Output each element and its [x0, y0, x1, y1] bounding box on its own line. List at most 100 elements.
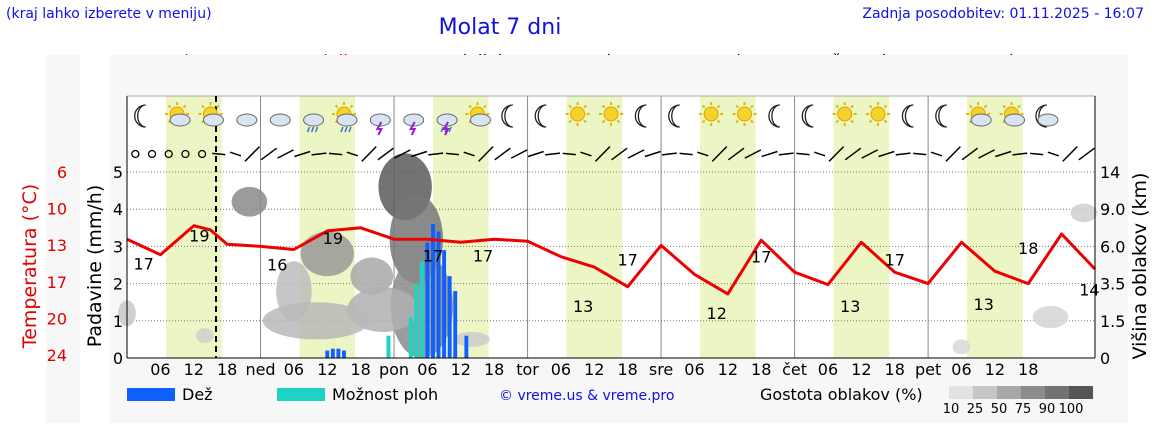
sun-ray: [167, 104, 172, 109]
cloud-height-tick-label: 1.5: [1100, 312, 1125, 331]
wind-barb-icon: [711, 146, 728, 162]
cloud-density-label: 75: [1014, 402, 1032, 417]
sun-ray: [735, 119, 739, 124]
moon-shape: [668, 104, 680, 128]
sun-ray: [750, 119, 754, 124]
rain-drop: [344, 126, 348, 133]
wind-barb-icon: [661, 152, 677, 156]
precip-tick-label: 4: [113, 200, 123, 219]
wind-barb-icon: [562, 152, 576, 156]
cloud-cover-patch: [350, 257, 394, 295]
x-tick-label: 06: [684, 360, 704, 379]
wind-barb-icon: [844, 147, 862, 161]
sun-ray: [983, 104, 988, 109]
sun-ray: [601, 119, 606, 124]
moon-icon: [134, 104, 146, 128]
cloud-cover-patch: [1070, 203, 1098, 223]
temperature-label: 12: [707, 304, 727, 323]
wind-barb-icon: [913, 152, 927, 156]
wind-barb-icon: [828, 146, 845, 162]
sun-shape: [737, 106, 753, 122]
temp-tick-label: 24: [47, 346, 67, 365]
wind-barb-icon: [229, 151, 242, 157]
cloud-cover-patch: [1032, 305, 1069, 329]
cloud-cover-patch: [300, 231, 354, 277]
rain-legend-swatch: [127, 388, 175, 401]
wind-barb-icon: [594, 146, 611, 162]
x-tick-label: 18: [350, 360, 370, 379]
daylight-band: [833, 96, 890, 358]
moon-shape: [1035, 104, 1048, 128]
daylight-band: [967, 96, 1023, 358]
x-tick-label: sre: [649, 360, 673, 379]
wind-barb-icon: [697, 151, 709, 157]
wind-barb-icon: [410, 150, 428, 158]
wind-barb-icon: [580, 151, 592, 157]
sun-ray: [883, 119, 888, 124]
rain-drop: [310, 126, 315, 133]
sun-ray: [483, 104, 487, 109]
wind-barb-icon: [727, 147, 745, 161]
sun-icon: [599, 102, 623, 126]
cloud-density-swatch: [1021, 386, 1045, 399]
daylight-band: [566, 96, 623, 358]
wind-calm-icon: [197, 149, 207, 159]
storm-rain-icon: [436, 113, 458, 136]
lightning-bolt: [409, 121, 417, 136]
cloud-density-label: 100: [1058, 402, 1084, 417]
cloud-height-tick-label: 0: [1100, 349, 1110, 368]
rain-drop: [348, 126, 352, 133]
cloud-cover-patch: [454, 331, 490, 347]
temperature-label: 13: [573, 297, 593, 316]
sun-icon: [699, 102, 724, 126]
x-tick-label: ned: [245, 360, 275, 379]
sun-ray: [850, 104, 854, 109]
cloud-shape: [336, 113, 358, 127]
precip-tick-label: 1: [113, 312, 123, 331]
precip-tick-label: 0: [113, 349, 123, 368]
wind-barb-icon: [644, 150, 661, 158]
wind-barb-icon: [761, 150, 778, 158]
rain-bar: [442, 250, 447, 358]
wind-barb-icon: [813, 151, 826, 157]
sun-cloud-icon: [198, 102, 224, 127]
wind-barb-icon: [861, 149, 879, 159]
sun-ray: [883, 104, 888, 109]
temperature-label: 17: [618, 251, 638, 270]
cloud-density-label: 10: [942, 402, 960, 417]
cloud-icon: [269, 113, 291, 127]
x-tick-label: 06: [818, 360, 838, 379]
sun-ray: [583, 119, 587, 124]
sun-shape: [603, 106, 619, 122]
x-tick-label: 12: [317, 360, 337, 379]
temperature-label: 17: [473, 246, 493, 265]
moon-icon: [768, 104, 780, 128]
rain-bar: [436, 231, 441, 358]
cloud-height-tick-label: 3.5: [1100, 275, 1125, 294]
x-tick-label: 18: [751, 360, 771, 379]
temperature-label: 19: [323, 229, 343, 248]
x-tick-label: 18: [217, 360, 237, 379]
wind-barb-icon: [679, 152, 693, 156]
temp-tick-label: 17: [47, 273, 67, 292]
temperature-label: 17: [751, 247, 771, 266]
moon-icon: [501, 104, 513, 128]
cloud-shape: [303, 113, 325, 127]
moon-shape: [935, 104, 947, 128]
sun-ray: [835, 104, 839, 109]
x-tick-label: 18: [885, 360, 905, 379]
wind-barb-icon: [494, 147, 511, 161]
cloud-shape: [403, 113, 425, 127]
temperature-label: 17: [134, 255, 154, 274]
wind-barb-icon: [377, 147, 394, 161]
sun-ray: [583, 104, 587, 109]
cloud-density-swatch: [949, 386, 973, 399]
cloud-density-swatch: [1045, 386, 1069, 399]
sun-icon: [832, 102, 857, 126]
convective-legend-swatch: [277, 388, 325, 401]
moon-icon: [935, 104, 947, 128]
sun-ray: [968, 104, 973, 109]
wind-barb-icon: [346, 151, 359, 157]
wind-barb-icon: [445, 152, 460, 156]
cloud-rain-icon: [303, 113, 325, 133]
